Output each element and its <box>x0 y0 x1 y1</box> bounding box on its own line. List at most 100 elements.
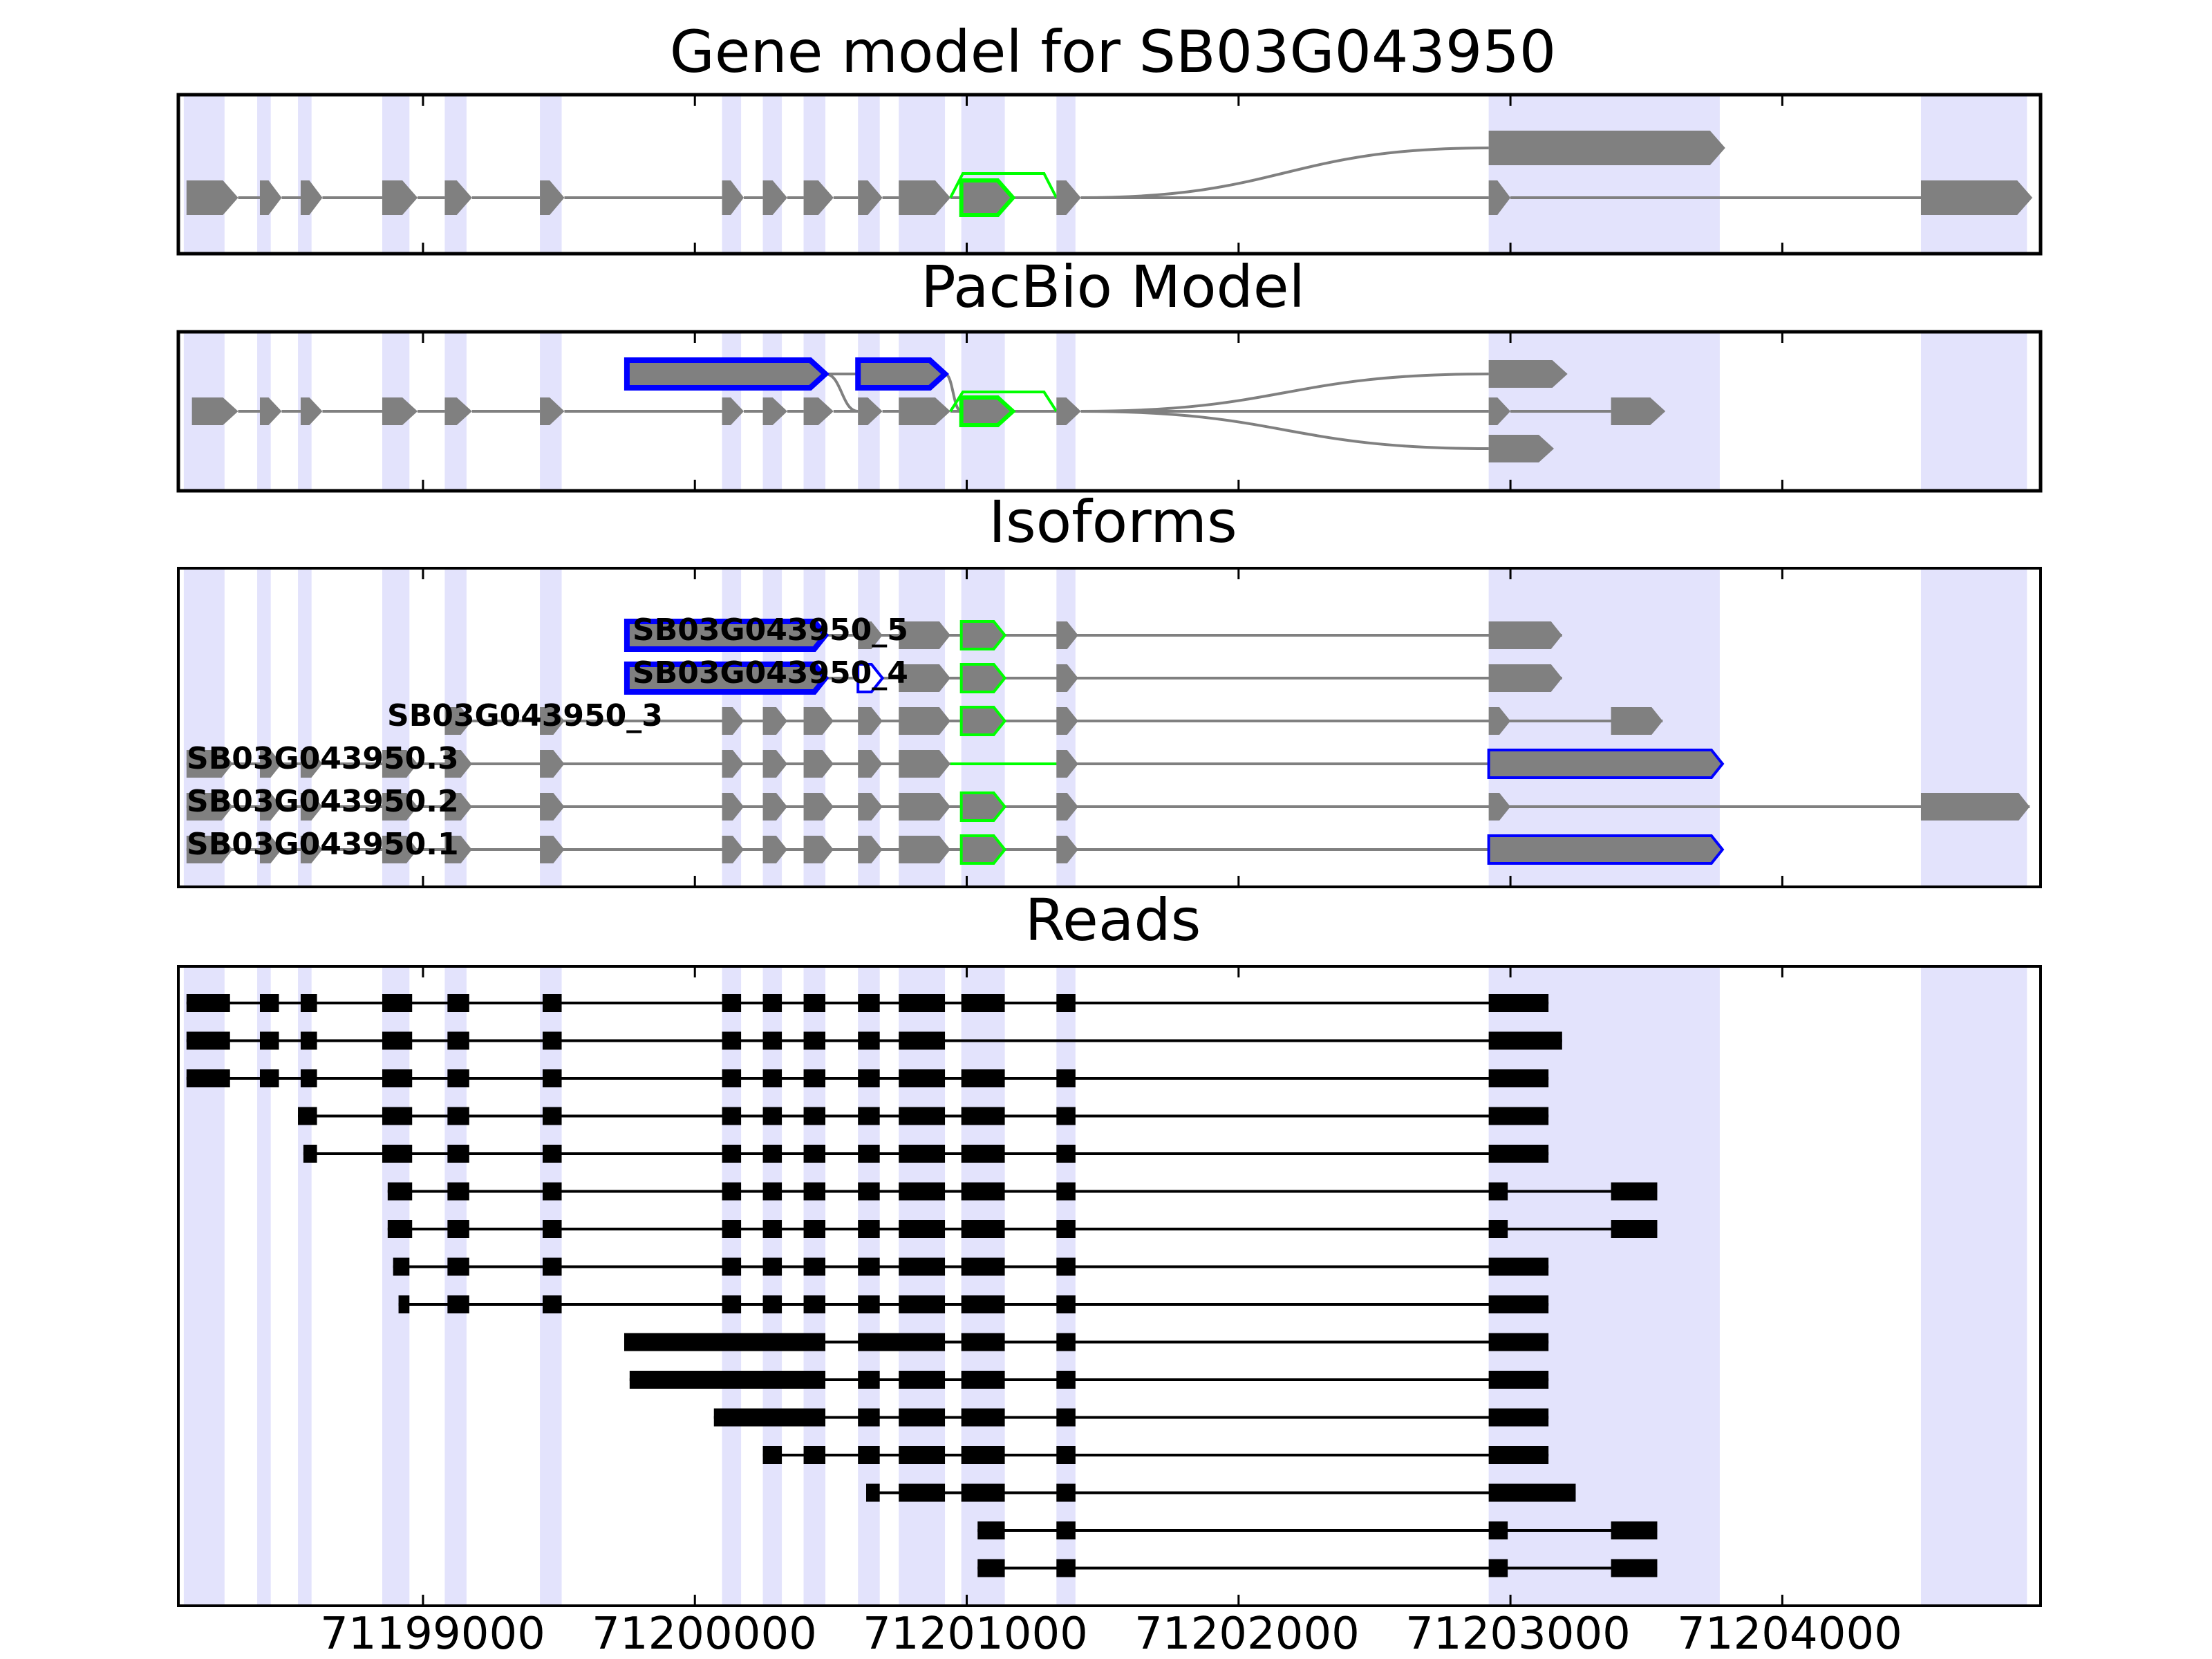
exon-band <box>803 95 826 254</box>
read-block <box>961 994 1005 1012</box>
read-block <box>629 1371 826 1389</box>
isoform-exon <box>186 836 233 863</box>
read-block <box>866 1483 880 1502</box>
read-block <box>447 1069 469 1087</box>
read-block <box>858 1107 880 1125</box>
isoform-exon <box>722 707 744 735</box>
read-block <box>1611 1559 1658 1577</box>
read-block <box>803 1446 826 1464</box>
alt-exon <box>959 706 1007 736</box>
read-block <box>762 1295 782 1313</box>
exon-band <box>444 966 467 1606</box>
exon-band <box>1056 966 1076 1606</box>
read-block <box>858 1295 880 1313</box>
exon <box>1488 360 1568 388</box>
isoform-exon <box>722 836 744 863</box>
alt-exon <box>959 395 1016 427</box>
read-block <box>387 1220 413 1238</box>
isoform-exon <box>803 750 834 778</box>
read-block <box>1056 1107 1076 1125</box>
read-block <box>1056 1182 1076 1201</box>
exon-band <box>382 568 410 887</box>
exon-band <box>858 95 880 254</box>
panel-title-gene-model: Gene model for SB03G043950 <box>670 18 1556 86</box>
read-block <box>961 1145 1005 1163</box>
read-block <box>977 1521 1005 1539</box>
read-block <box>762 1031 782 1050</box>
read-block <box>762 1145 782 1163</box>
read-block <box>447 994 469 1012</box>
isoform-exon <box>856 663 885 693</box>
read-block <box>300 1069 317 1087</box>
alt-splice-bypass <box>949 391 1058 413</box>
isoform-exon <box>858 707 883 735</box>
splice-curve <box>1080 373 1489 413</box>
isoform-exon <box>1056 621 1078 649</box>
exon-band <box>257 966 271 1606</box>
read-block <box>259 994 279 1012</box>
exon-band <box>1488 568 1720 887</box>
isoform-exon <box>762 836 787 863</box>
exon <box>191 397 238 425</box>
alt-exon-blue <box>855 357 950 391</box>
read-block <box>961 1295 1005 1313</box>
read-block <box>1488 1446 1549 1464</box>
read-block <box>722 1069 742 1087</box>
read-block <box>762 994 782 1012</box>
isoform-exon <box>624 619 830 652</box>
isoform-exon <box>444 836 472 863</box>
read-block <box>1056 1295 1076 1313</box>
exon-band <box>540 95 562 254</box>
panel-0 <box>176 93 2043 256</box>
isoform-exon <box>899 793 950 821</box>
x-tick-label: 71201000 <box>863 1609 1088 1659</box>
read-block <box>543 1069 562 1087</box>
read-block <box>803 1295 826 1313</box>
exon <box>259 397 282 425</box>
exon <box>899 180 950 215</box>
isoform-label-sb03g043950-dot-3: SB03G043950.3 <box>187 741 459 776</box>
isoform-exon <box>300 836 323 863</box>
read-block <box>722 1257 742 1276</box>
read-block <box>1056 1145 1076 1163</box>
exon-band <box>722 95 742 254</box>
isoform-exon <box>1920 793 2030 821</box>
isoform-exon <box>803 836 834 863</box>
exon <box>300 397 323 425</box>
exon-band <box>540 966 562 1606</box>
isoform-exon <box>444 707 472 735</box>
read-block <box>722 1145 742 1163</box>
read-block <box>382 1107 413 1125</box>
isoform-label-sb03g043950-4: SB03G043950_4 <box>632 655 908 691</box>
exon <box>722 397 744 425</box>
panel-title-pacbio-model: PacBio Model <box>921 253 1305 321</box>
exon <box>444 397 472 425</box>
read-block <box>961 1182 1005 1201</box>
read-block <box>1488 1220 1508 1238</box>
read-block <box>447 1031 469 1050</box>
exon-band <box>183 966 225 1606</box>
isoform-exon <box>540 793 565 821</box>
alt-exon <box>959 620 1007 650</box>
read-block <box>1488 1182 1508 1201</box>
isoform-exon <box>858 621 883 649</box>
read-block <box>961 1446 1005 1464</box>
read-block <box>858 1031 880 1050</box>
exon <box>1488 180 1511 215</box>
read-block <box>1488 1483 1576 1502</box>
read-block <box>1488 1333 1549 1351</box>
x-tick-label: 71203000 <box>1405 1609 1631 1659</box>
exon-band <box>1920 332 2027 491</box>
panel-frame <box>177 567 2042 888</box>
x-axis-tick-labels: 71199000 71200000 71201000 71202000 7120… <box>320 1609 1902 1659</box>
isoform-label-sb03g043950-3-underscore: SB03G043950_3 <box>387 698 663 733</box>
isoform-exon <box>1488 707 1511 735</box>
read-block <box>543 1295 562 1313</box>
read-block <box>1056 1257 1076 1276</box>
isoform-exon <box>186 793 233 821</box>
exon <box>803 180 834 215</box>
read-block <box>1056 1559 1076 1577</box>
read-block <box>858 1371 880 1389</box>
isoform-label-sb03g043950-5: SB03G043950_5 <box>632 612 908 648</box>
